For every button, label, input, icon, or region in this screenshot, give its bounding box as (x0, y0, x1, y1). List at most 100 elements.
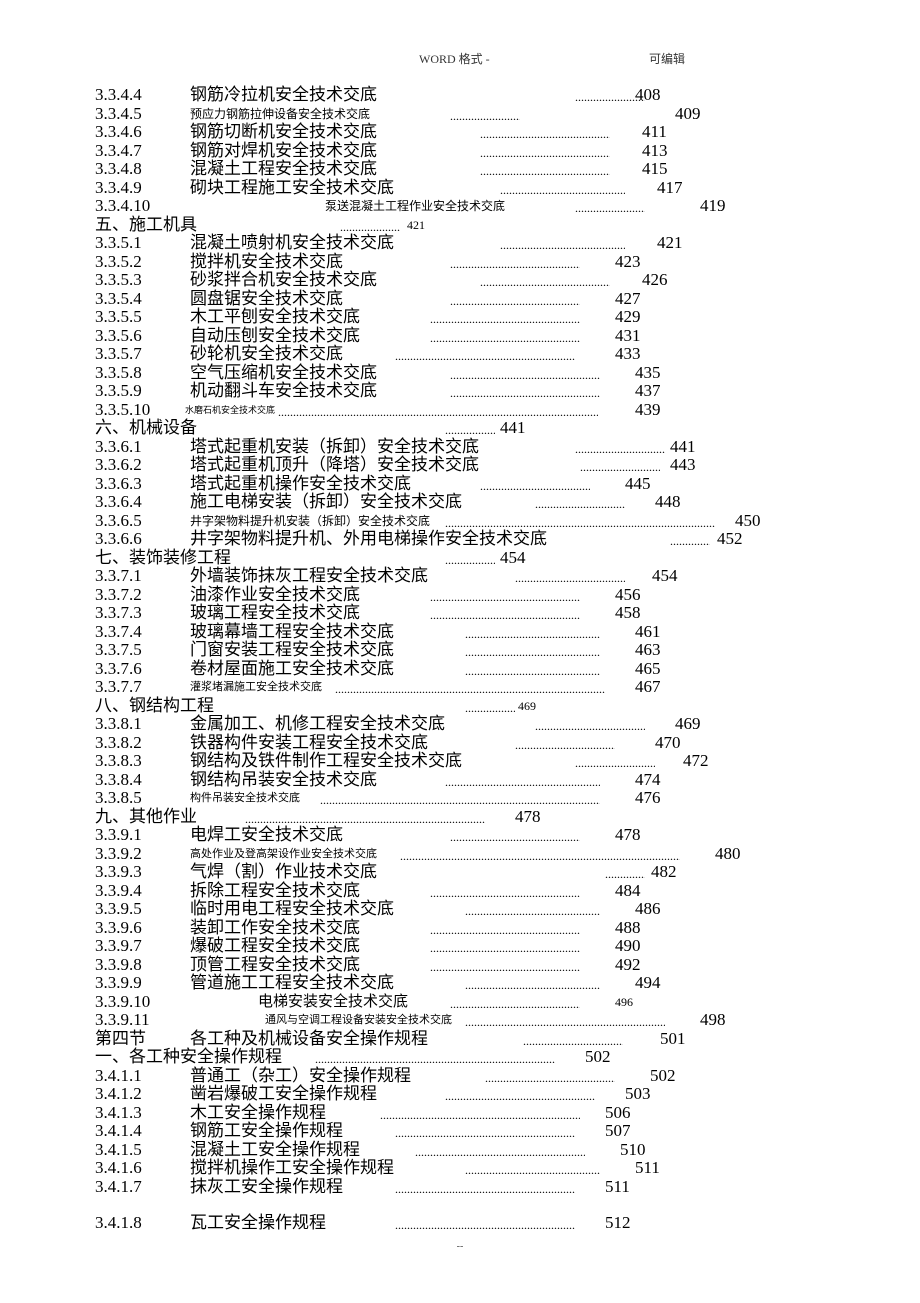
toc-number: 3.3.9.4 (95, 882, 142, 901)
toc-page-number: 496 (615, 993, 633, 1012)
toc-number: 3.3.4.9 (95, 179, 142, 198)
toc-page-number: 461 (635, 623, 661, 642)
toc-page-number: 435 (635, 364, 661, 383)
toc-line: 3.3.8.5构件吊装安全技术交底.......................… (95, 789, 825, 808)
toc-line: 3.3.9.7爆破工程安全技术交底.......................… (95, 937, 825, 956)
toc-page-number: 512 (605, 1214, 631, 1233)
toc-line: 3.3.4.6钢筋切断机安全技术交底......................… (95, 123, 825, 142)
toc-line: 一、各工种安全操作规程.............................… (95, 1048, 825, 1067)
toc-title: 各工种及机械设备安全操作规程 (190, 1030, 428, 1049)
toc-page-number: 498 (700, 1011, 726, 1030)
toc-number: 五、施工机具 (95, 216, 197, 235)
toc-number: 3.3.6.1 (95, 438, 142, 457)
toc-line: 3.4.1.1普通工（杂工）安全操作规程....................… (95, 1067, 825, 1086)
toc-number: 3.4.1.2 (95, 1085, 142, 1104)
toc-page-number: 452 (717, 530, 743, 549)
toc-page-number: 480 (715, 845, 741, 864)
toc-line: 3.3.8.1金属加工、机修工程安全技术交底..................… (95, 715, 825, 734)
toc-page-number: 413 (642, 142, 668, 161)
toc-title: 电焊工安全技术交底 (190, 826, 343, 845)
toc-line: 五、施工机具..................................… (95, 216, 825, 235)
toc-title: 通风与空调工程设备安装安全技术交底 (265, 1011, 452, 1030)
toc-number: 3.3.5.1 (95, 234, 142, 253)
toc-number: 3.3.9.8 (95, 956, 142, 975)
toc-title: 灌浆堵漏施工安全技术交底 (190, 678, 322, 697)
toc-line: 3.3.7.6卷材屋面施工安全技术交底.....................… (95, 660, 825, 679)
toc-number: 3.3.8.4 (95, 771, 142, 790)
toc-line: 3.3.9.1电焊工安全技术交底........................… (95, 826, 825, 845)
toc-title: 钢结构及铁件制作工程安全技术交底 (190, 752, 462, 771)
toc-title: 砂轮机安全技术交底 (190, 345, 343, 364)
toc-title: 混凝土工安全操作规程 (190, 1141, 360, 1160)
toc-page-number: 490 (615, 937, 641, 956)
toc-line: 3.3.5.6自动压刨安全技术交底.......................… (95, 327, 825, 346)
toc-number: 3.3.8.3 (95, 752, 142, 771)
toc-page-number: 411 (642, 123, 667, 142)
toc-page-number: 443 (670, 456, 696, 475)
toc-line: 3.3.9.10电梯安装安全技术交底......................… (95, 993, 825, 1012)
toc-number: 3.3.9.3 (95, 863, 142, 882)
toc-number: 3.3.4.6 (95, 123, 142, 142)
toc-number: 3.3.9.10 (95, 993, 150, 1012)
toc-line: 九、其他作业..................................… (95, 808, 825, 827)
toc-title: 玻璃幕墙工程安全技术交底 (190, 623, 394, 642)
toc-page-number: 465 (635, 660, 661, 679)
toc-number: 3.3.5.9 (95, 382, 142, 401)
header-right-text: 可编辑 (649, 50, 685, 67)
toc-page-number: 456 (615, 586, 641, 605)
toc-title: 水磨石机安全技术交底 (185, 401, 275, 420)
toc-title: 电梯安装安全技术交底 (258, 993, 408, 1012)
toc-title: 砌块工程施工安全技术交底 (190, 179, 394, 198)
toc-container: 3.3.4.4钢筋冷拉机安全技术交底......................… (95, 86, 825, 1233)
toc-page-number: 470 (655, 734, 681, 753)
toc-page-number: 426 (642, 271, 668, 290)
toc-number: 3.3.9.11 (95, 1011, 150, 1030)
toc-page-number: 510 (620, 1141, 646, 1160)
toc-line: 3.3.6.2塔式起重机顶升（降塔）安全技术交底................… (95, 456, 825, 475)
toc-number: 3.3.9.1 (95, 826, 142, 845)
toc-number: 3.3.8.5 (95, 789, 142, 808)
toc-line: 3.3.5.9机动翻斗车安全技术交底......................… (95, 382, 825, 401)
toc-page-number: 511 (605, 1178, 630, 1197)
toc-line: 3.3.9.2高处作业及登高架设作业安全技术交底................… (95, 845, 825, 864)
toc-number: 3.3.6.6 (95, 530, 142, 549)
toc-line: 第四节各工种及机械设备安全操作规程.......................… (95, 1030, 825, 1049)
toc-page-number: 486 (635, 900, 661, 919)
toc-page-number: 506 (605, 1104, 631, 1123)
toc-page-number: 427 (615, 290, 641, 309)
toc-page-number: 419 (700, 197, 726, 216)
toc-number: 3.3.7.1 (95, 567, 142, 586)
toc-number: 3.3.5.7 (95, 345, 142, 364)
toc-line: 3.3.8.2铁器构件安装工程安全技术交底...................… (95, 734, 825, 753)
toc-number: 3.4.1.5 (95, 1141, 142, 1160)
toc-page-number: 488 (615, 919, 641, 938)
toc-title: 木工平刨安全技术交底 (190, 308, 360, 327)
toc-line: 3.3.4.7钢筋对焊机安全技术交底......................… (95, 142, 825, 161)
toc-line: 3.3.6.3塔式起重机操作安全技术交底....................… (95, 475, 825, 494)
page-header: WORD 格式 - 可编辑 (95, 50, 825, 66)
toc-title: 井字架物料提升机安装（拆卸）安全技术交底 (190, 512, 430, 531)
header-left-text: WORD 格式 - (419, 50, 490, 67)
toc-number: 3.3.8.1 (95, 715, 142, 734)
toc-title: 顶管工程安全技术交底 (190, 956, 360, 975)
toc-number: 3.3.7.4 (95, 623, 142, 642)
toc-page-number: 469 (518, 697, 536, 716)
toc-line: 3.3.5.1混凝土喷射机安全技术交底.....................… (95, 234, 825, 253)
toc-title: 管道施工工程安全技术交底 (190, 974, 394, 993)
toc-page-number: 492 (615, 956, 641, 975)
toc-number: 3.3.7.6 (95, 660, 142, 679)
toc-number: 3.4.1.4 (95, 1122, 142, 1141)
toc-title: 油漆作业安全技术交底 (190, 586, 360, 605)
toc-title: 井字架物料提升机、外用电梯操作安全技术交底 (190, 530, 547, 549)
toc-line: 3.3.6.4施工电梯安装（拆卸）安全技术交底.................… (95, 493, 825, 512)
toc-dots: ........................................… (395, 1216, 575, 1235)
toc-line: 3.3.7.5门窗安装工程安全技术交底.....................… (95, 641, 825, 660)
toc-page-number: 511 (635, 1159, 660, 1178)
toc-page-number: 450 (735, 512, 761, 531)
toc-line: 3.3.9.6装卸工作安全技术交底.......................… (95, 919, 825, 938)
toc-title: 铁器构件安装工程安全技术交底 (190, 734, 428, 753)
toc-page-number: 469 (675, 715, 701, 734)
toc-page-number: 482 (651, 863, 677, 882)
toc-page-number: 458 (615, 604, 641, 623)
toc-page-number: 415 (642, 160, 668, 179)
